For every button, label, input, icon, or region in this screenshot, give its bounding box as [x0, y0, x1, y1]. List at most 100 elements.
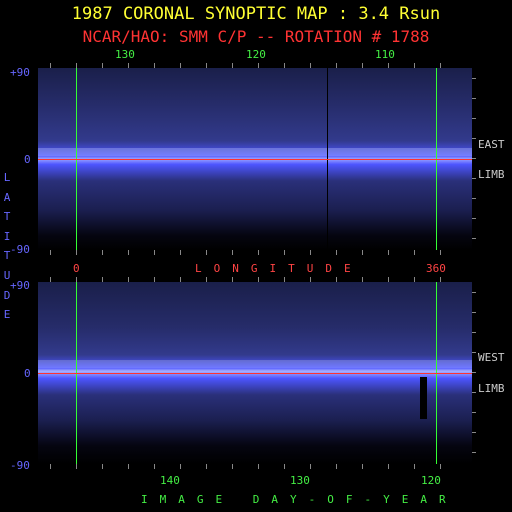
- tick-mark: [50, 250, 51, 255]
- tick-mark: [362, 464, 363, 469]
- east-label: EAST: [478, 138, 505, 151]
- tick-mark: [154, 250, 155, 255]
- tick-mark: [336, 63, 337, 68]
- tick-mark: [472, 432, 476, 433]
- tick-mark: [336, 464, 337, 469]
- tick-mark: [180, 63, 181, 68]
- tick-mark: [180, 464, 181, 469]
- tick-mark: [154, 277, 155, 282]
- tick-mark: [472, 78, 476, 79]
- tick-mark: [128, 277, 129, 282]
- tick-mark: [472, 98, 476, 99]
- tick-mark: [388, 464, 389, 469]
- longitude-right-value: 360: [426, 262, 446, 275]
- tick-mark: [206, 464, 207, 469]
- tick-mark: [258, 250, 259, 255]
- tick-mark: [258, 277, 259, 282]
- tick-mark: [472, 352, 476, 353]
- latitude-axis-letter: T: [3, 249, 11, 263]
- bottom-axis-label: 120: [421, 474, 441, 487]
- tick-mark: [310, 63, 311, 68]
- tick-mark: [128, 464, 129, 469]
- top-axis-label: 120: [246, 48, 266, 61]
- tick-mark: [258, 464, 259, 469]
- tick-mark: [472, 158, 476, 159]
- tick-mark: [206, 250, 207, 255]
- tick-mark: [472, 138, 476, 139]
- tick-mark: [232, 277, 233, 282]
- top-synoptic-map: [38, 68, 472, 250]
- tick-mark: [284, 63, 285, 68]
- lat-label-bottom-zero: 0: [24, 367, 31, 380]
- tick-mark: [76, 464, 77, 469]
- tick-mark: [388, 277, 389, 282]
- bottom-axis-label: 140: [160, 474, 180, 487]
- lat-label-bottom-minus90: -90: [10, 459, 30, 472]
- tick-mark: [472, 312, 476, 313]
- tick-mark: [284, 464, 285, 469]
- tick-mark: [310, 250, 311, 255]
- lat-label-top-minus90: -90: [10, 243, 30, 256]
- tick-mark: [472, 412, 476, 413]
- tick-mark: [414, 277, 415, 282]
- longitude-axis-title: LONGITUDE: [195, 262, 363, 275]
- tick-mark: [102, 63, 103, 68]
- tick-mark: [388, 63, 389, 68]
- tick-mark: [336, 277, 337, 282]
- limb-label-top: LIMB: [478, 168, 505, 181]
- limb-label-bottom: LIMB: [478, 382, 505, 395]
- tick-mark: [472, 178, 476, 179]
- tick-mark: [128, 250, 129, 255]
- top-axis-label: 130: [115, 48, 135, 61]
- tick-mark: [440, 250, 441, 255]
- tick-mark: [472, 392, 476, 393]
- lat-label-top-plus90: +90: [10, 66, 30, 79]
- tick-mark: [102, 250, 103, 255]
- tick-mark: [440, 63, 441, 68]
- latitude-axis-letter: I: [3, 229, 11, 243]
- tick-mark: [310, 464, 311, 469]
- tick-mark: [472, 238, 476, 239]
- tick-mark: [128, 63, 129, 68]
- latitude-axis-letter: L: [3, 171, 11, 184]
- tick-mark: [472, 452, 476, 453]
- tick-mark: [206, 63, 207, 68]
- tick-mark: [258, 63, 259, 68]
- map-subtitle: NCAR/HAO: SMM C/P -- ROTATION # 1788: [82, 27, 430, 46]
- tick-mark: [472, 372, 476, 373]
- tick-mark: [414, 464, 415, 469]
- tick-mark: [102, 277, 103, 282]
- tick-mark: [102, 464, 103, 469]
- tick-mark: [472, 332, 476, 333]
- tick-mark: [388, 250, 389, 255]
- tick-mark: [472, 292, 476, 293]
- tick-mark: [50, 464, 51, 469]
- lat-label-bottom-plus90: +90: [10, 279, 30, 292]
- longitude-left-value: 0: [73, 262, 80, 275]
- tick-mark: [154, 464, 155, 469]
- tick-mark: [76, 277, 77, 282]
- tick-mark: [284, 250, 285, 255]
- latitude-axis-letter: D: [3, 288, 11, 302]
- tick-mark: [472, 218, 476, 219]
- tick-mark: [284, 277, 285, 282]
- tick-mark: [180, 277, 181, 282]
- tick-mark: [336, 250, 337, 255]
- tick-mark: [440, 464, 441, 469]
- tick-mark: [76, 250, 77, 255]
- tick-mark: [232, 63, 233, 68]
- bottom-synoptic-map: [38, 282, 472, 464]
- tick-mark: [310, 277, 311, 282]
- map-title: 1987 CORONAL SYNOPTIC MAP : 3.4 Rsun: [71, 4, 441, 24]
- latitude-axis-letter: T: [3, 210, 11, 224]
- tick-mark: [232, 250, 233, 255]
- west-label: WEST: [478, 351, 505, 364]
- tick-mark: [414, 63, 415, 68]
- tick-mark: [472, 118, 476, 119]
- tick-mark: [154, 63, 155, 68]
- latitude-axis-letter: A: [3, 190, 11, 204]
- tick-mark: [472, 198, 476, 199]
- tick-mark: [50, 277, 51, 282]
- top-axis-label: 110: [375, 48, 395, 61]
